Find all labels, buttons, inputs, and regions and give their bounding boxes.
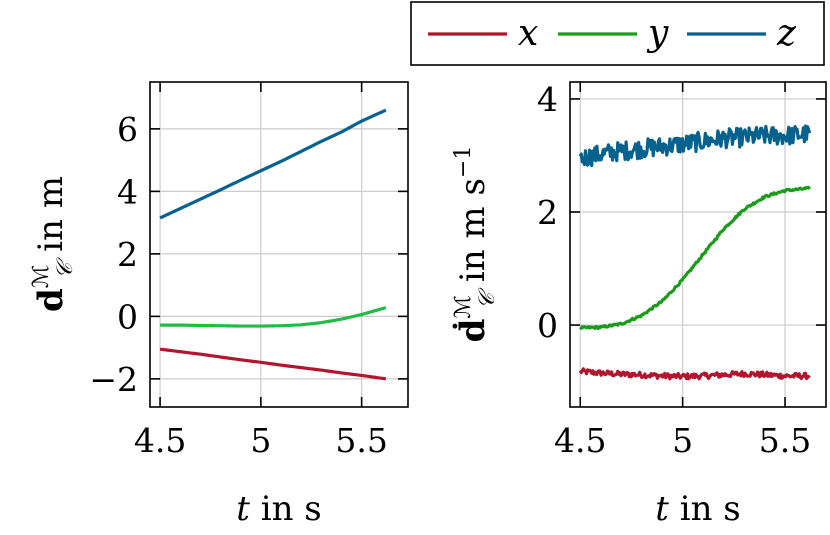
position-y-tick-label: 0 bbox=[117, 297, 138, 336]
velocity-grid bbox=[570, 82, 826, 407]
svg-text:dℳ𝒞 in m: dℳ𝒞 in m bbox=[29, 176, 78, 312]
position-y-tick-label: −2 bbox=[89, 360, 138, 399]
velocity-x-tick-label: 5 bbox=[672, 421, 693, 460]
position-y-tick-label: 2 bbox=[117, 235, 138, 274]
velocity-series-y bbox=[578, 185, 812, 331]
legend-label-y: y bbox=[646, 13, 669, 54]
position-y-tick-label: 4 bbox=[117, 172, 138, 211]
velocity-series bbox=[578, 124, 812, 381]
position-series bbox=[159, 108, 387, 381]
velocity-series-x bbox=[578, 367, 811, 381]
position-plot-frame bbox=[149, 81, 409, 408]
position-x-axis-label: t in s bbox=[236, 489, 322, 529]
velocity-x-axis-label: t in s bbox=[655, 489, 741, 529]
position-series-z bbox=[159, 108, 387, 220]
velocity-y-tick-label: 2 bbox=[537, 193, 558, 232]
velocity-y-axis-label: ḋℳ𝒞 in m s−1 bbox=[451, 146, 500, 343]
position-y-tick-label: 6 bbox=[117, 110, 138, 149]
position-ticks: 4.5 5 5.5 −2 0 2 4 6 bbox=[89, 82, 408, 460]
position-plot: 4.5 5 5.5 −2 0 2 4 6 t in s dℳ𝒞 in m bbox=[29, 81, 409, 529]
velocity-x-tick-label: 5.5 bbox=[759, 421, 811, 460]
position-series-x bbox=[159, 347, 387, 381]
velocity-ticks: 4.5 5 5.5 0 2 4 bbox=[537, 80, 826, 460]
legend: x y z bbox=[410, 1, 825, 66]
legend-label-z: z bbox=[776, 13, 797, 54]
velocity-x-tick-label: 4.5 bbox=[554, 421, 606, 460]
position-x-tick-label: 5 bbox=[250, 421, 271, 460]
position-y-axis-label: dℳ𝒞 in m bbox=[29, 176, 78, 312]
velocity-plot: 4.5 5 5.5 0 2 4 t in s ḋℳ𝒞 in m s−1 bbox=[451, 80, 827, 529]
velocity-y-tick-label: 0 bbox=[537, 306, 558, 345]
position-grid bbox=[150, 82, 408, 407]
position-x-tick-label: 5.5 bbox=[335, 421, 387, 460]
velocity-plot-frame bbox=[569, 81, 827, 408]
position-series-y bbox=[160, 306, 387, 328]
legend-label-x: x bbox=[518, 13, 538, 54]
velocity-series-z bbox=[578, 124, 812, 168]
velocity-y-tick-label: 4 bbox=[537, 80, 558, 119]
position-x-tick-label: 4.5 bbox=[134, 421, 186, 460]
svg-text:ḋℳ𝒞 in m s−1: ḋℳ𝒞 in m s−1 bbox=[451, 146, 500, 343]
